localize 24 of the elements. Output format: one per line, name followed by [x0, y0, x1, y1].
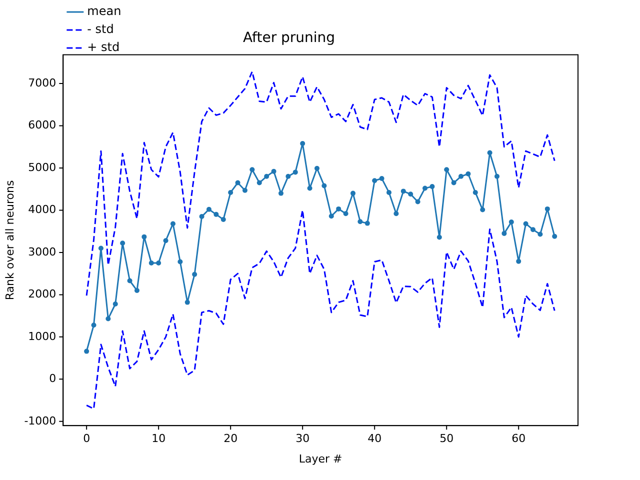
x-tick-label: 40: [368, 432, 382, 446]
legend-label: + std: [87, 40, 120, 54]
x-tick-label: 50: [440, 432, 454, 446]
y-tick-label: -1000: [24, 414, 56, 428]
x-tick-label: 20: [224, 432, 238, 446]
legend-label: - std: [87, 22, 114, 36]
line-series: [86, 70, 556, 296]
x-tick-label: 60: [512, 432, 526, 446]
y-tick-label: 6000: [28, 118, 56, 132]
x-axis-title: Layer #: [298, 452, 342, 466]
y-tick-label: 0: [49, 372, 56, 386]
line-series: [86, 209, 556, 410]
x-tick-label: 0: [83, 432, 90, 446]
y-tick-label: 5000: [28, 160, 56, 174]
legend-label: mean: [87, 4, 122, 18]
y-tick-label: 3000: [28, 245, 56, 258]
x-tick-label: 10: [152, 432, 166, 446]
y-tick-label: 1000: [28, 330, 56, 343]
x-tick-label: 30: [296, 432, 310, 446]
y-tick-label: 2000: [28, 288, 56, 301]
chart-title: After pruning: [242, 30, 336, 46]
y-axis-title: Rank over all neurons: [3, 180, 16, 300]
y-tick-label: 7000: [28, 76, 56, 90]
y-tick-label: 4000: [28, 203, 56, 216]
